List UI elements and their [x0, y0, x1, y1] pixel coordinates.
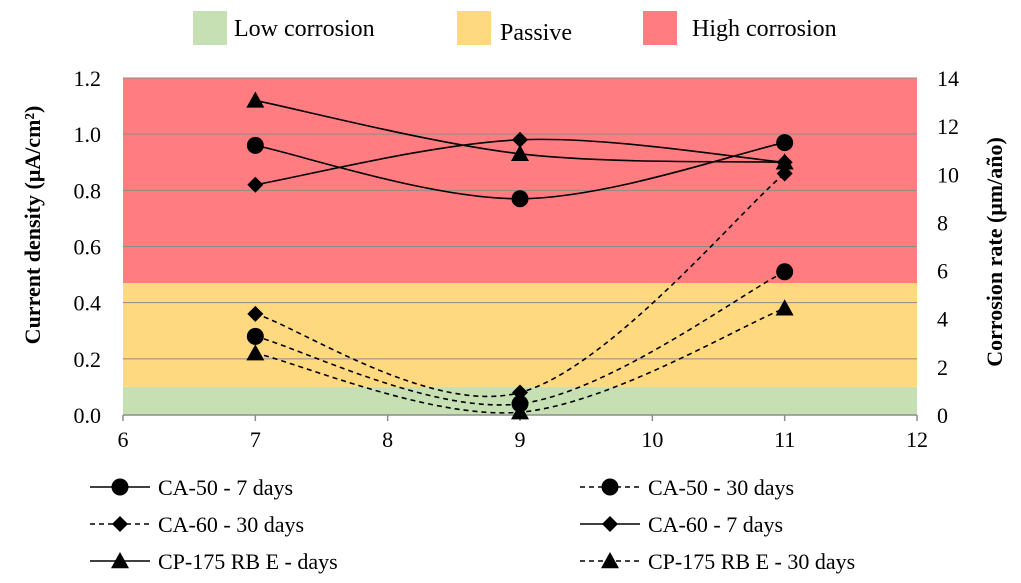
data-point-diamond [512, 384, 528, 401]
y-tick-label: 0.6 [74, 235, 102, 260]
y-tick-label: 1.0 [74, 122, 102, 147]
x-tick-label: 8 [382, 427, 393, 452]
legend-marker-circle [601, 478, 619, 496]
y-tick-label: 0.2 [74, 347, 102, 372]
series-group [246, 91, 794, 420]
data-point-diamond [512, 131, 528, 148]
data-point-circle [246, 136, 264, 154]
y2-tick-label: 10 [937, 162, 959, 187]
data-point-circle [511, 190, 529, 208]
data-point-triangle [511, 403, 529, 420]
x-tick-label: 11 [774, 427, 795, 452]
legend-marker-triangle [111, 552, 129, 569]
y-tick-label: 0.4 [74, 291, 102, 316]
legend-label: CA-60 - 7 days [648, 512, 783, 537]
zone-legend-swatch [193, 11, 227, 45]
data-point-triangle [246, 91, 265, 108]
x-tick-label: 10 [641, 427, 663, 452]
legend-marker-circle [111, 478, 129, 496]
legend-label: CA-50 - 7 days [158, 475, 293, 500]
zone-legend-swatch [643, 11, 677, 45]
legend-label: CA-50 - 30 days [648, 475, 794, 500]
zone-legend: Low corrosion Passive High corrosion [193, 11, 837, 46]
y2-tick-label: 4 [937, 307, 948, 332]
data-point-triangle [246, 344, 265, 361]
data-point-circle [776, 134, 794, 152]
y2-tick-label: 12 [937, 114, 959, 139]
zone-band-high-corrosion [123, 78, 917, 284]
zone-legend-label: Low corrosion [234, 16, 375, 42]
y2-tick-label: 6 [937, 259, 948, 284]
legend-label: CP-175 RB E - days [158, 549, 338, 574]
y2-tick-label: 14 [937, 66, 959, 91]
zone-legend-label: High corrosion [692, 16, 837, 42]
y-tick-label: 0.8 [74, 178, 102, 203]
x-tick-label: 6 [118, 427, 129, 452]
data-point-triangle [511, 144, 529, 162]
legend-marker-diamond [112, 516, 128, 532]
y2-tick-label: 0 [937, 403, 948, 428]
data-point-diamond [776, 165, 793, 182]
legend-marker-triangle [601, 552, 619, 569]
legend-label: CP-175 RB E - 30 days [648, 549, 855, 574]
legend-label: CA-60 - 30 days [158, 512, 304, 537]
zone-band-passive [123, 283, 917, 387]
data-point-circle [776, 263, 794, 281]
series-legend: CA-50 - 7 days CA-50 - 30 days CA-60 - 30 … [90, 475, 855, 574]
y2-axis-label: Corrosion rate (μm/año) [982, 137, 1007, 367]
data-point-triangle [775, 299, 794, 316]
y-axis-label: Current density (μA/cm²) [20, 106, 45, 345]
x-tick-label: 12 [906, 427, 928, 452]
zone-legend-swatch [457, 11, 491, 45]
y2-tick-label: 2 [937, 355, 948, 380]
zone-legend-label: Passive [500, 20, 572, 46]
data-point-circle [246, 327, 264, 345]
y2-tick-label: 8 [937, 210, 948, 235]
y-tick-label: 0.0 [74, 403, 102, 428]
data-point-diamond [247, 176, 264, 193]
data-point-triangle [775, 153, 794, 170]
x-tick-label: 7 [250, 427, 261, 452]
data-point-diamond [247, 305, 264, 322]
legend-marker-diamond [602, 516, 618, 532]
y-tick-label: 1.2 [74, 66, 102, 91]
x-tick-label: 9 [515, 427, 526, 452]
